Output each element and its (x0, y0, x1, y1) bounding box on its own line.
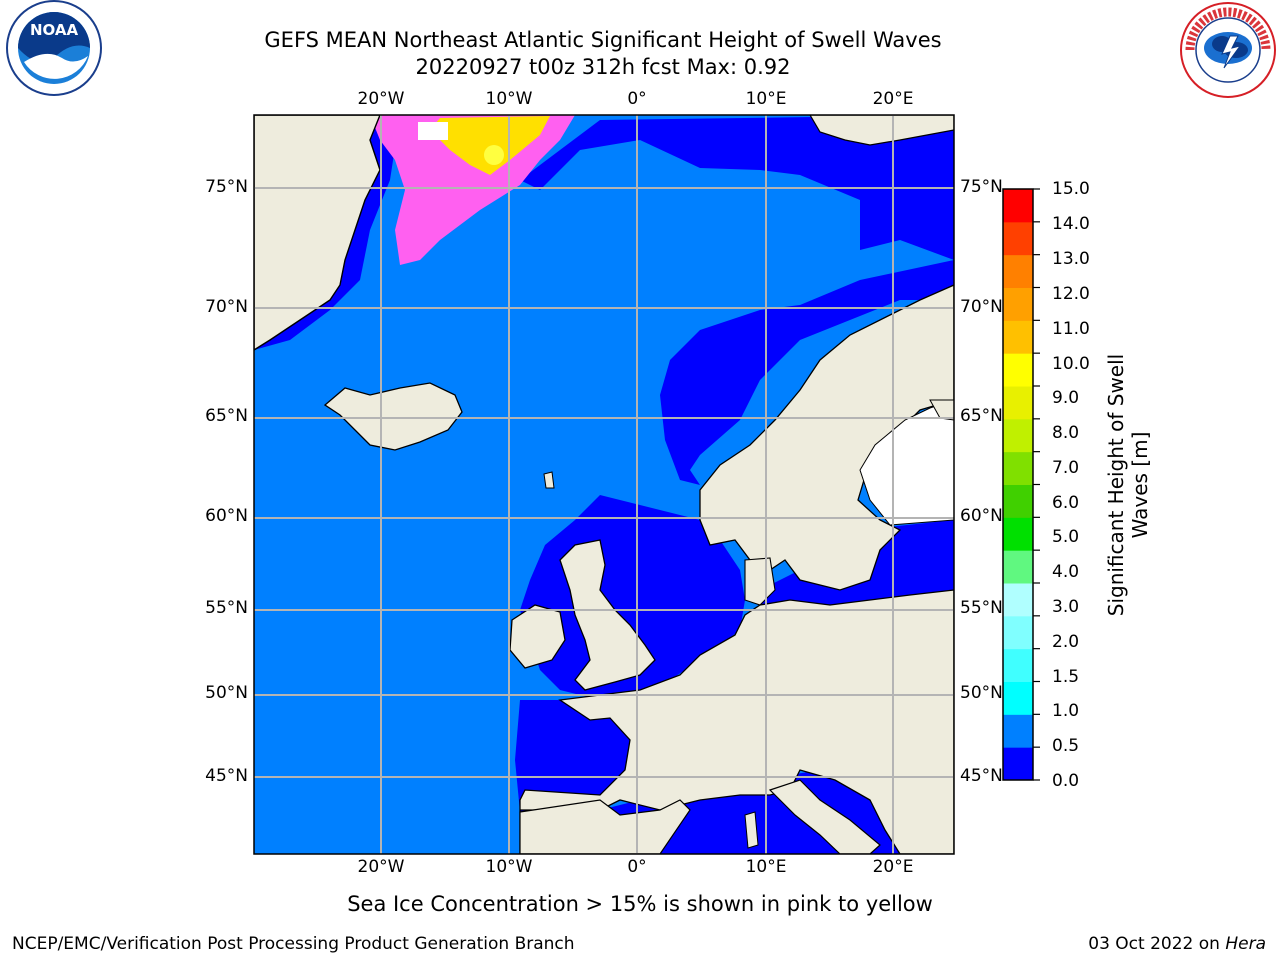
graticule (254, 115, 954, 854)
colorbar-tick: 15.0 (1052, 179, 1090, 199)
colorbar-tick: 9.0 (1052, 388, 1080, 408)
lat-label-right: 70°N (960, 297, 1003, 317)
colorbar-tick: 0.5 (1052, 736, 1080, 756)
lat-label-left: 55°N (205, 598, 248, 618)
colorbar-tick: 4.0 (1052, 562, 1080, 582)
sea-ice-max (484, 145, 504, 165)
lat-label-left: 45°N (205, 766, 248, 786)
colorbar-segment (1003, 583, 1033, 617)
swell-band-0-0.5-norway (660, 260, 954, 485)
gulf-of-bothnia (859, 399, 954, 526)
colorbar-tick: 14.0 (1052, 214, 1090, 234)
colorbar-segment (1003, 484, 1033, 518)
colorbar-segment (1003, 648, 1033, 682)
sea-ice-note: Sea Ice Concentration > 15% is shown in … (347, 892, 933, 916)
lon-label-top: 0° (627, 89, 647, 109)
land-great-britain (559, 539, 656, 691)
swell-band-0-0.5-biscay (515, 700, 630, 812)
colorbar-tick: 3.0 (1052, 597, 1080, 617)
colorbar-frame (1002, 188, 1034, 781)
colorbar-tick: 7.0 (1052, 458, 1080, 478)
colorbar-tick: 1.5 (1052, 667, 1080, 687)
colorbar-segment (1003, 747, 1033, 781)
lon-label-bottom: 0° (627, 857, 647, 877)
lat-label-left: 65°N (205, 406, 248, 426)
lon-label-bottom: 20°E (872, 857, 914, 877)
lon-label-top: 10°E (745, 89, 787, 109)
noaa-logo: NOAA (2, 0, 106, 100)
map-frame (253, 114, 955, 855)
colorbar-tick: 6.0 (1052, 493, 1080, 513)
colorbar-segment (1003, 615, 1033, 650)
colorbar-tick: 2.0 (1052, 632, 1080, 652)
colorbar-segment (1003, 287, 1033, 321)
land-faroe (543, 471, 555, 489)
lat-label-left: 70°N (205, 297, 248, 317)
colorbar-tick: 12.0 (1052, 284, 1090, 304)
colorbar-segment (1003, 550, 1033, 584)
colorbar-segment (1003, 320, 1033, 354)
lat-label-right: 55°N (960, 598, 1003, 618)
lon-label-top: 20°W (357, 89, 405, 109)
lon-label-bottom: 10°W (485, 857, 533, 877)
land-iberia (519, 799, 691, 854)
colorbar-tick: 1.0 (1052, 701, 1080, 721)
colorbar-tick: 11.0 (1052, 319, 1090, 339)
lat-label-right: 65°N (960, 406, 1003, 426)
colorbar-tick: 8.0 (1052, 423, 1080, 443)
sea-ice-gap (418, 122, 448, 140)
swell-band-0-0.5-north (520, 115, 954, 260)
lon-label-top: 10°W (485, 89, 533, 109)
colorbar-segment (1003, 386, 1033, 420)
colorbar-segment (1003, 254, 1033, 288)
colorbar-segment (1003, 451, 1033, 485)
colorbar-tick: 5.0 (1052, 527, 1080, 547)
nws-logo (1178, 0, 1278, 100)
footer-date: 03 Oct 2022 on Hera (1088, 934, 1266, 954)
colorbar-segment (1003, 418, 1033, 453)
lon-label-top: 20°E (872, 89, 914, 109)
colorbar-segment (1003, 517, 1033, 551)
sea-ice-pink (370, 115, 575, 265)
colorbar-segment (1003, 714, 1033, 748)
colorbar-segment (1003, 681, 1033, 715)
lat-label-left: 50°N (205, 683, 248, 703)
colorbar-label: Significant Height of Swell Waves [m] (1104, 353, 1152, 617)
footer-date-text: 03 Oct 2022 on (1088, 934, 1226, 954)
noaa-logo-text: NOAA (30, 21, 79, 39)
colorbar-tick: 10.0 (1052, 354, 1090, 374)
lat-label-right: 45°N (960, 766, 1003, 786)
lat-label-right: 50°N (960, 683, 1003, 703)
land-italy (768, 779, 881, 854)
sea-ice-yellow (430, 116, 550, 175)
land-svalbard (809, 115, 954, 146)
land-corsica-sardinia (744, 811, 759, 849)
chart-subtitle: 20220927 t00z 312h fcst Max: 0.92 (415, 55, 791, 79)
lon-label-bottom: 20°W (357, 857, 405, 877)
land-ireland (509, 604, 566, 669)
chart-title: GEFS MEAN Northeast Atlantic Significant… (264, 28, 942, 52)
colorbar-tick: 13.0 (1052, 249, 1090, 269)
lat-label-left: 75°N (205, 177, 248, 197)
lat-label-right: 75°N (960, 177, 1003, 197)
colorbar (1003, 188, 1040, 781)
land-iceland (323, 382, 463, 451)
land-greenland (254, 115, 381, 351)
land-finland (929, 399, 954, 421)
footer-host: Hera (1225, 934, 1266, 954)
lat-label-right: 60°N (960, 506, 1003, 526)
footer-credit: NCEP/EMC/Verification Post Processing Pr… (12, 934, 575, 954)
colorbar-segment (1003, 221, 1033, 256)
colorbar-segment (1003, 353, 1033, 387)
lat-label-left: 60°N (205, 506, 248, 526)
colorbar-segment (1003, 189, 1033, 223)
lon-label-bottom: 10°E (745, 857, 787, 877)
colorbar-tick: 0.0 (1052, 771, 1080, 791)
land-continental-europe (519, 589, 954, 854)
